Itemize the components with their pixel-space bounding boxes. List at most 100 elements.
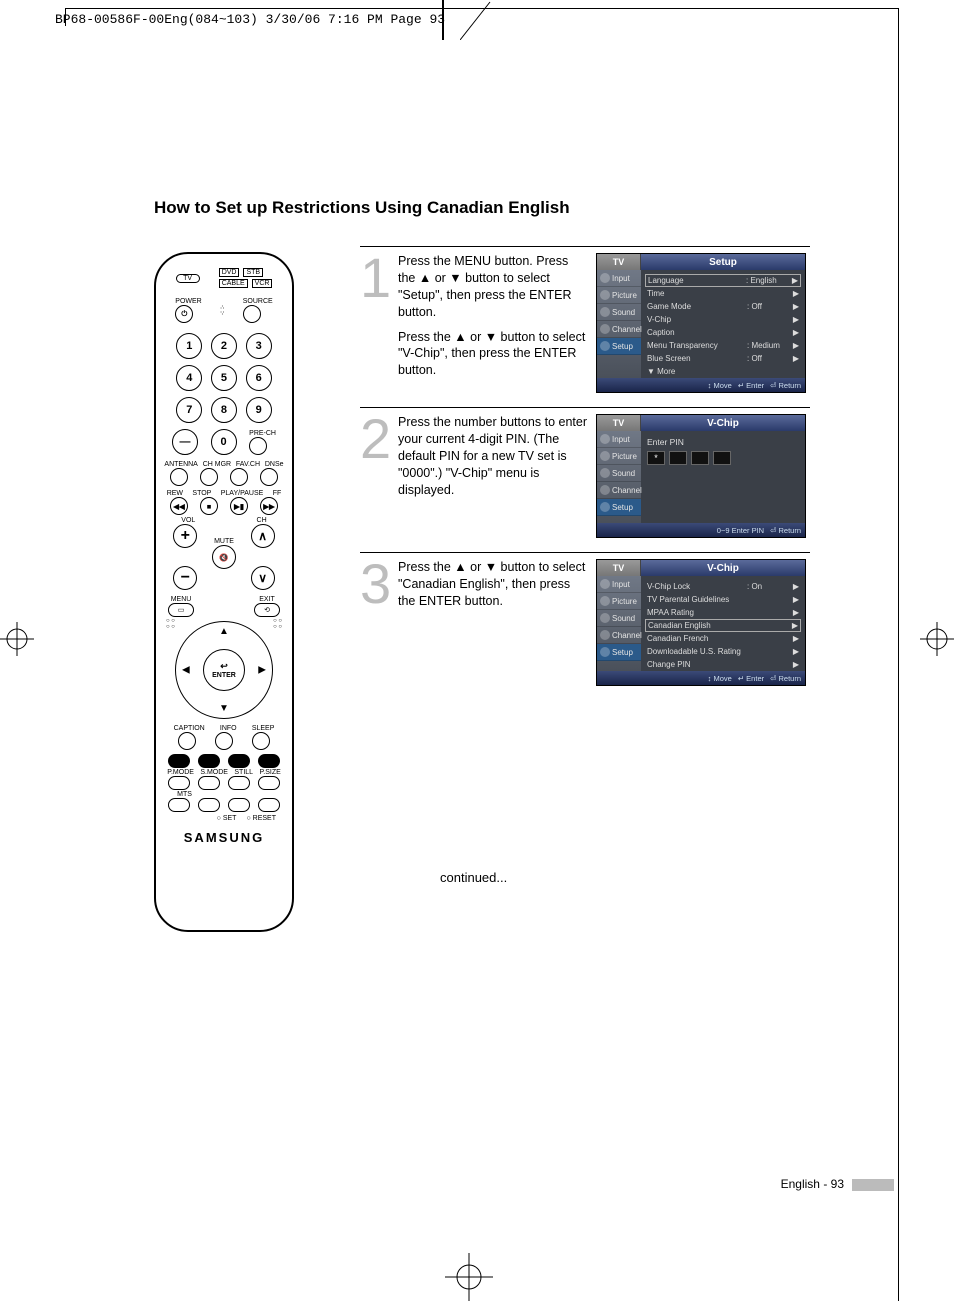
osd-pin-boxes: * (647, 451, 801, 465)
remote-source-btn (243, 305, 261, 323)
remote-enter-btn: ↩ ENTER (203, 649, 245, 691)
osd-row-key: Canadian English (648, 621, 746, 630)
remote-menu-label: MENU (168, 596, 194, 603)
osd-side-icon (600, 434, 610, 444)
registration-mark-bottom (445, 1253, 493, 1301)
remote-num-2: 2 (211, 333, 237, 359)
remote-cable: CABLE (219, 279, 248, 288)
osd-row-value: : Medium (747, 341, 791, 350)
osd-side-icon (600, 630, 610, 640)
step-paragraph: Press the ▲ or ▼ button to select "Canad… (398, 559, 588, 610)
remote-psize-btn (258, 776, 280, 790)
osd-footer-hint: ⏎ Return (770, 526, 801, 535)
osd-screenshot: TVV-ChipInputPictureSoundChannelSetupEnt… (596, 414, 806, 538)
remote-vcr: VCR (252, 279, 273, 288)
remote-dash: — (172, 429, 198, 455)
osd-row: Canadian French▶ (645, 632, 801, 645)
osd-row-key: Change PIN (647, 660, 747, 669)
remote-brand: SAMSUNG (156, 830, 292, 845)
remote-tv-btn: TV (176, 274, 200, 283)
remote-caption-label: CAPTION (174, 725, 205, 732)
osd-side-icon (600, 451, 610, 461)
osd-row: Language: English▶ (645, 274, 801, 287)
remote-ch-label: CH (257, 517, 267, 524)
chevron-right-icon: ▶ (790, 621, 798, 630)
remote-num-1: 1 (176, 333, 202, 359)
osd-side-icon (600, 468, 610, 478)
remote-stb: STB (243, 268, 263, 277)
remote-num-9: 9 (246, 397, 272, 423)
remote-num-4: 4 (176, 365, 202, 391)
remote-stop-label: STOP (192, 490, 211, 497)
osd-side-icon (600, 324, 610, 334)
remote-ff-label: FF (273, 490, 282, 497)
osd-side-icon (600, 502, 610, 512)
remote-power-btn: ⏻ (175, 305, 193, 323)
remote-yellow-btn (228, 754, 250, 768)
osd-side-icon (600, 273, 610, 283)
osd-screenshot: TVV-ChipInputPictureSoundChannelSetupV-C… (596, 559, 806, 686)
registration-mark-left (0, 622, 34, 656)
remote-numpad: 123456789 (156, 333, 292, 423)
osd-header-title: Setup (641, 254, 805, 270)
osd-pin-label: Enter PIN (647, 437, 801, 447)
osd-side-icon (600, 290, 610, 300)
dpad-down-icon: ▼ (219, 703, 229, 714)
osd-row: V-Chip▶ (645, 313, 801, 326)
osd-footer-hint: 0~9 Enter PIN (717, 526, 764, 535)
osd-side-label: Channel (612, 486, 642, 495)
osd-row: Caption▶ (645, 326, 801, 339)
remote-power-label: POWER (175, 298, 201, 305)
osd-row-key: Menu Transparency (647, 341, 747, 350)
remote-ch-up: ∧ (251, 524, 275, 548)
remote-antenna-btn (170, 468, 188, 486)
osd-side-picture: Picture (597, 287, 641, 304)
osd-side-picture: Picture (597, 593, 641, 610)
remote-num-5: 5 (211, 365, 237, 391)
osd-side-setup: Setup (597, 499, 641, 516)
continued-label: continued... (440, 870, 507, 885)
remote-smode-btn (198, 776, 220, 790)
remote-sleep-label: SLEEP (252, 725, 275, 732)
osd-row: Game Mode: Off▶ (645, 300, 801, 313)
osd-side-sound: Sound (597, 610, 641, 627)
remote-vol-label: VOL (181, 517, 195, 524)
chevron-right-icon: ▶ (791, 647, 799, 656)
osd-row: Blue Screen: Off▶ (645, 352, 801, 365)
osd-side-channel: Channel (597, 482, 641, 499)
frame-top (65, 8, 899, 9)
remote-play-btn: ▶▮ (230, 497, 248, 515)
osd-row: Downloadable U.S. Rating▶ (645, 645, 801, 658)
crop-mark-top (442, 0, 444, 40)
osd-side-input: Input (597, 576, 641, 593)
crop-mark-top-diag (460, 0, 500, 40)
chevron-right-icon: ▶ (791, 634, 799, 643)
osd-pin-box: * (647, 451, 665, 465)
remote-btn-b4 (258, 798, 280, 812)
remote-btn-b3 (228, 798, 250, 812)
osd-row-value: : Off (747, 354, 791, 363)
osd-sidebar: InputPictureSoundChannelSetup (597, 431, 641, 523)
remote-num-6: 6 (246, 365, 272, 391)
remote-prech-btn (249, 437, 267, 455)
osd-footer: ↕ Move↵ Enter⏎ Return (597, 378, 805, 392)
osd-footer: 0~9 Enter PIN ⏎ Return (597, 523, 805, 537)
osd-row-key: Language (648, 276, 746, 285)
osd-side-input: Input (597, 431, 641, 448)
remote-exit-btn: ⟲ (254, 603, 280, 617)
step-text: Press the number buttons to enter your c… (398, 414, 588, 538)
chevron-right-icon: ▶ (791, 302, 799, 311)
remote-num-0: 0 (211, 429, 237, 455)
remote-num-8: 8 (211, 397, 237, 423)
osd-footer-hint: ↵ Enter (738, 381, 764, 390)
page-number-bar (852, 1179, 894, 1191)
remote-rew-btn: ◀◀ (170, 497, 188, 515)
osd-side-label: Sound (612, 469, 635, 478)
remote-dvd: DVD (219, 268, 240, 277)
osd-footer-hint: ↕ Move (708, 381, 732, 390)
osd-side-setup: Setup (597, 338, 641, 355)
osd-row: Change PIN▶ (645, 658, 801, 671)
osd-header-tv: TV (597, 415, 641, 431)
chevron-right-icon: ▶ (791, 341, 799, 350)
remote-menu-btn: ▭ (168, 603, 194, 617)
